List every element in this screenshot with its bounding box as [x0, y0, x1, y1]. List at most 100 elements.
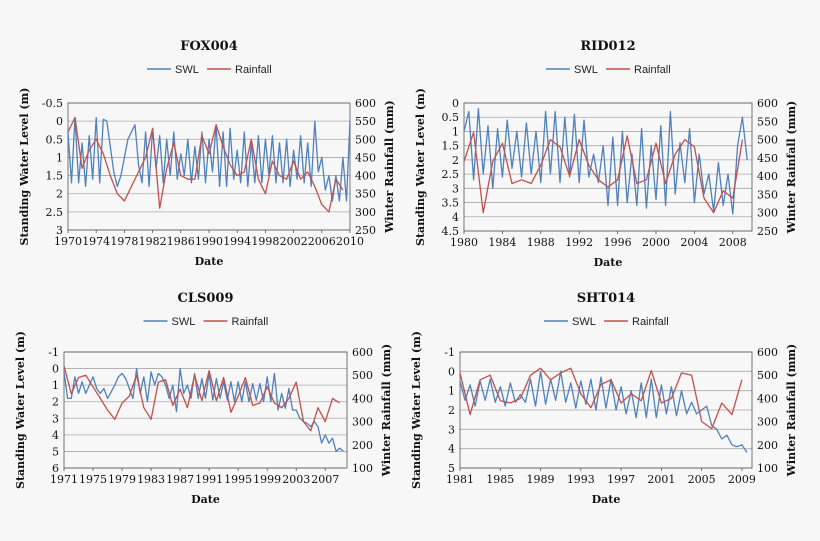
legend: SWL Rainfall	[546, 64, 671, 76]
y-tick-label: 0.5	[442, 111, 460, 124]
x-tick-label: 2001	[647, 473, 675, 486]
x-tick-label: 2005	[688, 473, 716, 486]
x-tick-label: 1999	[253, 473, 281, 486]
y-tick-label: 1	[452, 125, 459, 138]
y-tick-label: 2	[56, 188, 63, 201]
y2-tick-label: 100	[757, 462, 778, 475]
x-tick-label: 2007	[311, 473, 339, 486]
y-tick-label: -0.5	[42, 97, 63, 110]
y-tick-label: 4	[452, 211, 459, 224]
plot-frame	[63, 351, 348, 469]
x-axis-label: Date	[594, 256, 623, 269]
y-tick-label: -1	[48, 346, 59, 359]
y2-tick-label: 450	[355, 151, 376, 164]
x-tick-label: 1983	[137, 473, 165, 486]
chart-title: RID012	[580, 39, 635, 54]
x-tick-label: 1974	[82, 235, 110, 248]
y2-tick-label: 200	[757, 439, 778, 452]
legend-label-swl: SWL	[572, 316, 596, 328]
y-tick-label: 4	[448, 443, 455, 456]
y-tick-label: 2	[452, 154, 459, 167]
y-tick-label: 0	[56, 115, 63, 128]
x-tick-label: 2010	[336, 235, 364, 248]
x-axis-label: Date	[195, 255, 224, 268]
legend-label-rainfall: Rainfall	[634, 64, 671, 76]
y-tick-label: 5	[52, 445, 59, 458]
x-tick-label: 1975	[79, 473, 107, 486]
series-line-rainfall	[459, 367, 743, 430]
legend-label-rainfall: Rainfall	[632, 316, 669, 328]
y2-axis-label: Winter Rainfall (mm)	[383, 100, 396, 233]
plot-frame	[459, 351, 753, 469]
y2-tick-label: 600	[352, 346, 373, 359]
x-tick-label: 1993	[567, 473, 595, 486]
x-tick-label: 1998	[251, 235, 279, 248]
y2-tick-label: 400	[757, 392, 778, 405]
y-tick-label: 5	[448, 462, 455, 475]
y2-tick-label: 300	[757, 207, 778, 220]
x-axis-label: Date	[592, 493, 621, 506]
y2-tick-label: 600	[355, 97, 376, 110]
y2-tick-label: 500	[757, 369, 778, 382]
x-tick-label: 1982	[139, 235, 167, 248]
legend: SWL Rainfall	[147, 64, 272, 76]
y-tick-label: 0	[448, 365, 455, 378]
x-tick-label: 1992	[565, 236, 593, 249]
x-tick-label: 1980	[450, 236, 478, 249]
x-tick-label: 1996	[604, 236, 632, 249]
y2-tick-label: 500	[352, 369, 373, 382]
y-tick-label: 6	[52, 462, 59, 475]
series-line-rainfall	[67, 116, 344, 213]
y-tick-label: 0	[52, 363, 59, 376]
x-tick-label: 1979	[108, 473, 136, 486]
y2-tick-label: 500	[757, 134, 778, 147]
y2-tick-label: 200	[352, 439, 373, 452]
x-tick-label: 1988	[527, 236, 555, 249]
y2-tick-label: 350	[757, 188, 778, 201]
legend-label-swl: SWL	[172, 316, 196, 328]
series-line-swl	[63, 367, 344, 453]
x-tick-label: 2003	[282, 473, 310, 486]
y2-tick-label: 300	[355, 206, 376, 219]
x-tick-label: 1991	[195, 473, 223, 486]
x-tick-label: 1981	[446, 473, 474, 486]
y-tick-label: 4	[52, 429, 59, 442]
series-line-rainfall	[63, 365, 341, 432]
plot-frame	[463, 102, 753, 232]
y2-tick-label: 400	[352, 392, 373, 405]
x-tick-label: 2006	[308, 235, 336, 248]
y-tick-label: 3	[448, 423, 455, 436]
y2-tick-label: 600	[757, 97, 778, 110]
y-tick-label: 2	[52, 396, 59, 409]
x-tick-label: 2009	[728, 473, 756, 486]
y2-tick-label: 400	[355, 170, 376, 183]
y-tick-label: 0	[452, 97, 459, 110]
y2-tick-label: 450	[757, 152, 778, 165]
y-axis-label: Standing Water Level (m)	[18, 88, 31, 246]
y-tick-label: 4.5	[442, 225, 460, 238]
y-axis-label: Standing Water Level (m)	[414, 88, 427, 246]
x-tick-label: 1997	[607, 473, 635, 486]
y-axis-label: Standing Water Level (m)	[14, 331, 27, 489]
legend: SWL Rainfall	[143, 316, 268, 328]
legend-label-swl: SWL	[175, 64, 199, 76]
plot-frame	[67, 102, 351, 231]
y2-tick-label: 550	[757, 115, 778, 128]
y-tick-label: 2.5	[442, 168, 460, 181]
x-tick-label: 1987	[166, 473, 194, 486]
y-tick-label: 2.5	[46, 206, 64, 219]
y-tick-label: 1	[56, 151, 63, 164]
y2-tick-label: 350	[355, 188, 376, 201]
x-tick-label: 1995	[224, 473, 252, 486]
y-tick-label: 3	[52, 412, 59, 425]
y2-axis-label: Winter Rainfall (mm)	[785, 101, 798, 234]
y-tick-label: 1	[448, 385, 455, 398]
y2-tick-label: 300	[352, 416, 373, 429]
y-tick-label: 3	[452, 182, 459, 195]
y2-axis-label: Winter Rainfall (mm)	[785, 344, 798, 477]
y-tick-label: 3	[56, 224, 63, 237]
x-tick-label: 1971	[50, 473, 78, 486]
x-axis-label: Date	[191, 493, 220, 506]
